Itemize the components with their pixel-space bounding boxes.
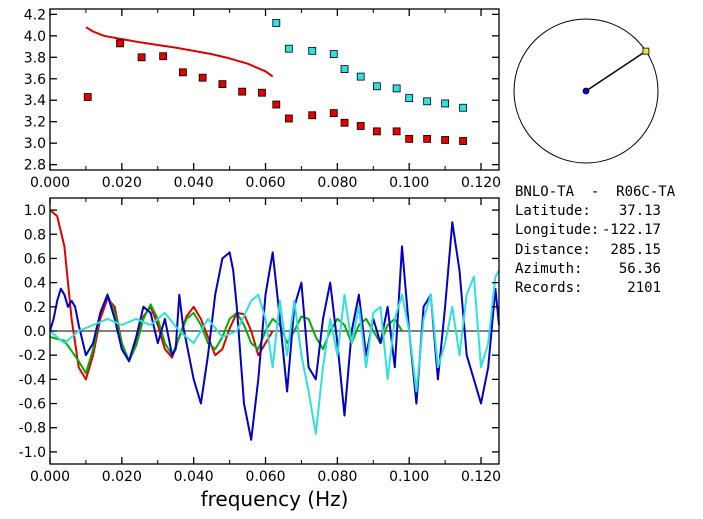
- plot-frame: [49, 8, 500, 171]
- x-tick-label: 0.080: [317, 175, 357, 191]
- info-value: -122.17: [601, 222, 661, 239]
- cyan-marker: [459, 103, 467, 112]
- red-marker: [423, 134, 432, 143]
- y-tick-label: 3.4: [24, 93, 46, 109]
- x-tick-label: 0.020: [102, 175, 142, 191]
- red-marker: [329, 109, 338, 118]
- x-axis-title: frequency (Hz): [201, 487, 349, 511]
- red-marker: [258, 88, 266, 97]
- cyan-marker: [441, 99, 450, 108]
- red-marker: [392, 127, 401, 136]
- info-label: Distance:: [515, 241, 591, 258]
- red-series-line: [49, 209, 274, 381]
- red-marker: [272, 100, 281, 109]
- red-marker: [159, 52, 168, 61]
- red-marker: [198, 73, 207, 82]
- y-tick-label: 2.8: [24, 158, 46, 174]
- info-label: Longitude:: [515, 222, 600, 239]
- red-marker: [459, 137, 467, 145]
- info-value: 37.13: [618, 203, 661, 220]
- red-series-line: [85, 26, 274, 78]
- azimuth-compass: [513, 18, 659, 164]
- x-tick-label: 0.020: [102, 469, 142, 485]
- x-tick-label: 0.000: [30, 469, 70, 485]
- info-row-azimuth: Azimuth: 56.36: [515, 260, 675, 279]
- green-series-line: [49, 293, 403, 375]
- station-pair: BNLO-TA - R06C-TA: [515, 184, 676, 200]
- red-marker: [308, 111, 317, 120]
- y-tick-label: 4.2: [24, 7, 46, 23]
- y-tick-label: 0.4: [24, 276, 46, 292]
- x-tick-label: 0.040: [174, 469, 214, 485]
- y-tick-label: -0.2: [19, 348, 46, 364]
- info-row-latitude: Latitude: 37.13: [515, 202, 675, 221]
- azimuth-needle: [585, 50, 647, 92]
- y-tick-label: -0.8: [19, 421, 46, 437]
- station-info-panel: BNLO-TA - R06C-TA Latitude: 37.13 Longitu…: [515, 183, 675, 298]
- y-tick-label: 3.0: [24, 136, 46, 152]
- dispersion-chart: 0.000 0.020 0.040 0.060 0.080 0.100 0.120 2.8 3.…: [24, 7, 501, 191]
- red-marker: [137, 53, 146, 62]
- x-tick-label: 0.060: [245, 469, 285, 485]
- red-marker: [405, 134, 414, 143]
- info-value: 285.15: [610, 241, 661, 258]
- red-marker: [83, 93, 92, 101]
- cyan-series-line: [49, 269, 500, 435]
- cyan-marker: [272, 19, 281, 27]
- cyan-marker: [423, 97, 432, 106]
- y-tick-label: 0.8: [24, 227, 46, 243]
- y-tick-label: 3.2: [24, 115, 46, 131]
- red-marker: [238, 87, 247, 96]
- y-tick-label: -0.4: [19, 372, 46, 388]
- info-row-distance: Distance: 285.15: [515, 241, 675, 260]
- x-tick-label: 0.100: [389, 175, 429, 191]
- target-station-marker: [642, 47, 650, 55]
- red-marker: [179, 68, 187, 77]
- y-tick-label: 0.6: [24, 251, 46, 267]
- origin-station-dot: [582, 87, 590, 95]
- cyan-marker: [329, 50, 338, 58]
- red-marker: [116, 39, 124, 48]
- cyan-marker: [308, 46, 317, 55]
- cyan-marker: [405, 94, 414, 102]
- compass-circle: [513, 18, 659, 164]
- y-tick-label: 4.0: [24, 29, 46, 45]
- info-row-longitude: Longitude: -122.17: [515, 221, 675, 240]
- cyan-marker: [372, 82, 381, 91]
- red-marker: [356, 122, 365, 130]
- red-marker: [218, 80, 227, 89]
- y-tick-label: 0.0: [24, 324, 46, 340]
- y-tick-label: 0.2: [24, 300, 46, 316]
- cyan-marker: [340, 65, 349, 74]
- info-label: Azimuth:: [515, 260, 583, 277]
- x-tick-label: 0.120: [461, 175, 501, 191]
- x-tick-label: 0.120: [461, 469, 501, 485]
- info-label: Latitude:: [515, 203, 591, 220]
- red-marker: [284, 114, 293, 123]
- info-value: 2101: [627, 279, 661, 296]
- info-label: Records:: [515, 279, 583, 296]
- y-tick-label: -0.6: [19, 397, 46, 413]
- y-tick-label: 1.0: [24, 203, 46, 219]
- x-tick-label: 0.080: [317, 469, 357, 485]
- red-marker: [340, 118, 349, 127]
- info-value: 56.36: [618, 260, 661, 277]
- cyan-marker: [392, 84, 401, 93]
- red-marker: [372, 127, 381, 136]
- cyan-marker: [356, 72, 365, 81]
- y-tick-label: 3.6: [24, 72, 46, 88]
- y-tick-label: 3.8: [24, 50, 46, 66]
- info-row-records: Records: 2101: [515, 279, 675, 298]
- x-tick-label: 0.100: [389, 469, 429, 485]
- cyan-marker: [284, 44, 293, 53]
- coherency-chart: 0.000 0.020 0.040 0.060 0.080 0.100 0.120 1.0 0.…: [19, 197, 501, 511]
- red-marker: [441, 136, 450, 144]
- x-tick-label: 0.060: [245, 175, 285, 191]
- x-tick-label: 0.040: [174, 175, 214, 191]
- x-tick-label: 0.000: [30, 175, 70, 191]
- y-tick-label: -1.0: [19, 445, 46, 461]
